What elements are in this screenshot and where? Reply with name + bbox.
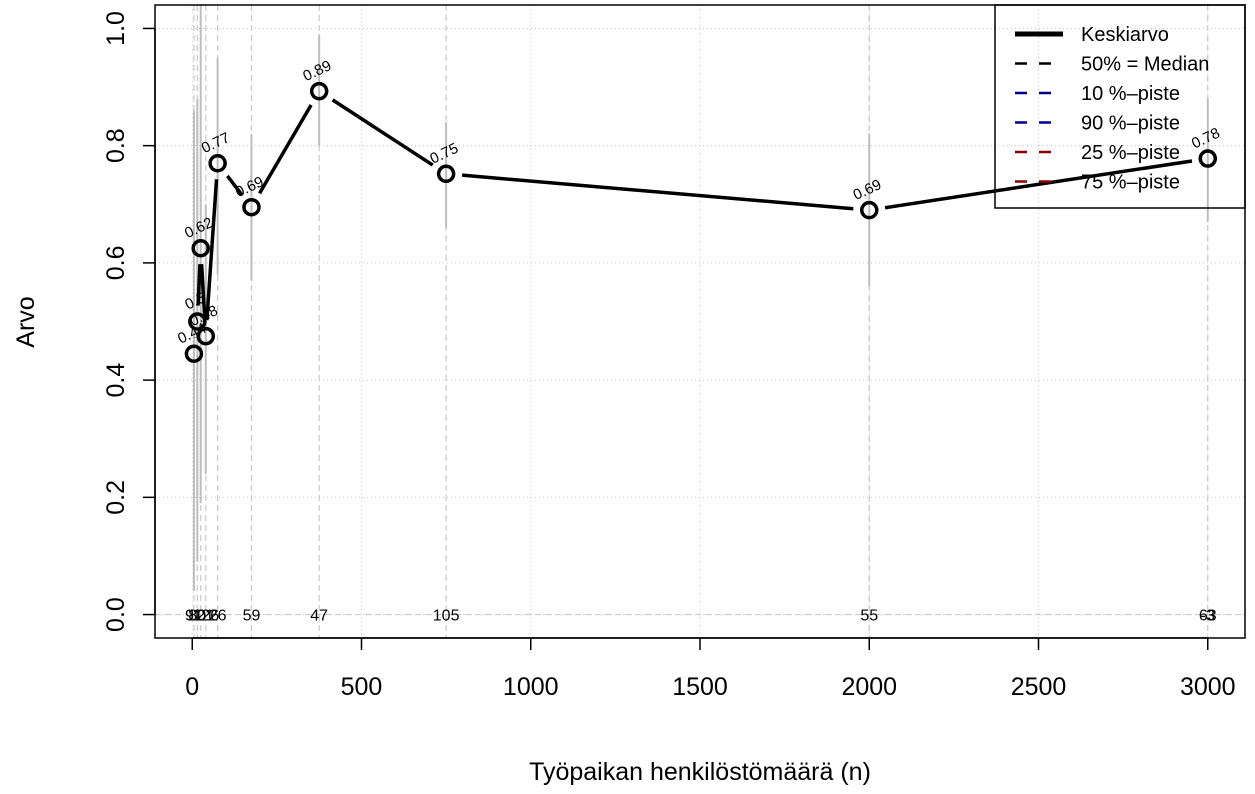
legend-label: 75 %–piste	[1081, 172, 1180, 194]
mean-point	[436, 164, 456, 184]
x-tick-label: 0	[185, 673, 199, 701]
mean-series: 0.440.50.620.480.770.690.890.750.690.78	[175, 57, 1223, 363]
mean-point	[208, 154, 227, 173]
legend-label: 90 %–piste	[1081, 113, 1180, 135]
mean-line-segment	[225, 174, 244, 196]
x-tick-label: 2500	[1011, 673, 1067, 701]
legend: Keskiarvo 50% = Median 10 %–piste 90 %–pist…	[994, 4, 1246, 209]
point-label: 0.89	[300, 57, 334, 85]
y-tick-label: 0.6	[102, 246, 130, 281]
count-label: 105	[433, 608, 460, 625]
y-tick-label: 0.2	[102, 480, 130, 515]
x-axis: 0 500 1000 1500 2000 2500 3000	[185, 637, 1236, 701]
point-label: 0.69	[851, 176, 885, 204]
count-label: 26	[209, 608, 227, 625]
legend-label: Keskiarvo	[1081, 24, 1169, 46]
y-axis: 0.0 0.2 0.4 0.6 0.8 1.0	[102, 11, 156, 632]
legend-label: 25 %–piste	[1081, 142, 1180, 164]
count-label: 59	[243, 608, 261, 625]
mean-point	[309, 81, 329, 101]
mean-line-segment	[461, 173, 854, 211]
point-label: 0.77	[199, 129, 233, 157]
count-label: 91	[185, 608, 203, 625]
mean-line-segment	[205, 179, 219, 321]
legend-label: 10 %–piste	[1081, 83, 1180, 105]
count-label: 47	[310, 608, 328, 625]
range-lines	[192, 5, 1209, 592]
x-tick-label: 1000	[503, 673, 559, 701]
point-label: 0.75	[427, 140, 461, 168]
x-tick-label: 1500	[672, 673, 728, 701]
legend-box	[994, 4, 1246, 209]
y-tick-label: 1.0	[102, 11, 130, 46]
count-label: 55	[860, 608, 878, 625]
mean-point	[242, 197, 261, 217]
count-label: 80	[188, 608, 206, 625]
mean-point	[188, 312, 207, 331]
y-axis-label: Arvo	[12, 296, 40, 347]
point-label: 0.69	[233, 173, 267, 201]
x-tick-label: 3000	[1180, 673, 1236, 701]
y-tick-label: 0.4	[102, 363, 130, 398]
x-tick-label: 2000	[841, 673, 897, 701]
mean-line-segment	[884, 159, 1193, 210]
mean-line-segment	[258, 104, 313, 195]
mean-line-segment	[199, 264, 207, 321]
point-label: 0.78	[1189, 125, 1223, 153]
mean-point	[196, 326, 216, 346]
count-label: 126	[192, 608, 219, 625]
count-label-overflow: -3	[1201, 608, 1215, 625]
x-tick-label: 500	[341, 673, 383, 701]
mean-line-segment	[331, 98, 434, 167]
y-tick-label: 0.0	[102, 597, 130, 632]
x-axis-label: Työpaikan henkilöstömäärä (n)	[529, 758, 871, 786]
point-label: 0.62	[182, 214, 216, 242]
mean-point	[1198, 149, 1218, 168]
mean-point	[184, 344, 204, 363]
count-label: 63	[1199, 608, 1217, 625]
mean-line-segment	[196, 264, 202, 306]
mean-point	[191, 238, 210, 258]
mean-point	[860, 200, 879, 220]
count-label: 121	[187, 608, 214, 625]
legend-label: 50% = Median	[1081, 54, 1209, 76]
y-tick-label: 0.8	[102, 128, 130, 163]
